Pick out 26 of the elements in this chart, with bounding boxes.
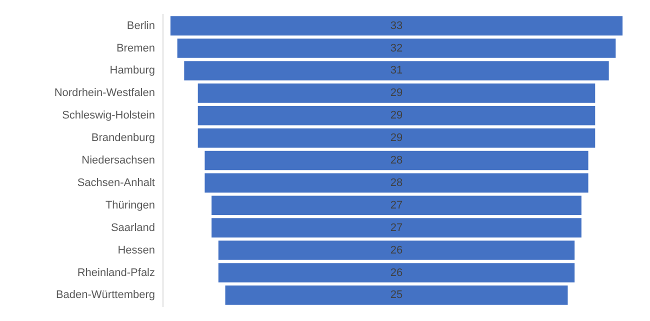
data-label: 27	[390, 199, 403, 212]
category-label: Berlin	[126, 20, 155, 32]
data-label: 28	[390, 176, 403, 189]
data-label: 31	[390, 64, 403, 77]
category-label: Schleswig-Holstein	[62, 110, 155, 122]
data-label: 33	[390, 20, 403, 32]
data-label: 29	[390, 110, 403, 122]
category-label: Nordrhein-Westfalen	[54, 87, 155, 100]
category-label: Brandenburg	[91, 132, 155, 144]
category-label: Niedersachsen	[82, 154, 155, 167]
category-label: Hessen	[118, 244, 155, 256]
data-label: 26	[390, 266, 403, 279]
data-label: 27	[390, 222, 403, 234]
data-label: 25	[390, 289, 403, 302]
data-label: 32	[390, 42, 403, 54]
category-label: Rheinland-Pfalz	[77, 266, 155, 279]
data-label: 29	[390, 87, 403, 100]
category-label: Saarland	[110, 222, 155, 234]
data-label: 28	[390, 154, 403, 167]
category-label: Sachsen-Anhalt	[77, 176, 155, 189]
category-label: Thüringen	[105, 199, 155, 212]
data-label: 29	[390, 132, 403, 144]
category-label: Baden-Württemberg	[56, 289, 155, 302]
category-label: Bremen	[116, 42, 155, 54]
category-label: Hamburg	[110, 64, 155, 77]
data-label: 26	[390, 244, 403, 256]
